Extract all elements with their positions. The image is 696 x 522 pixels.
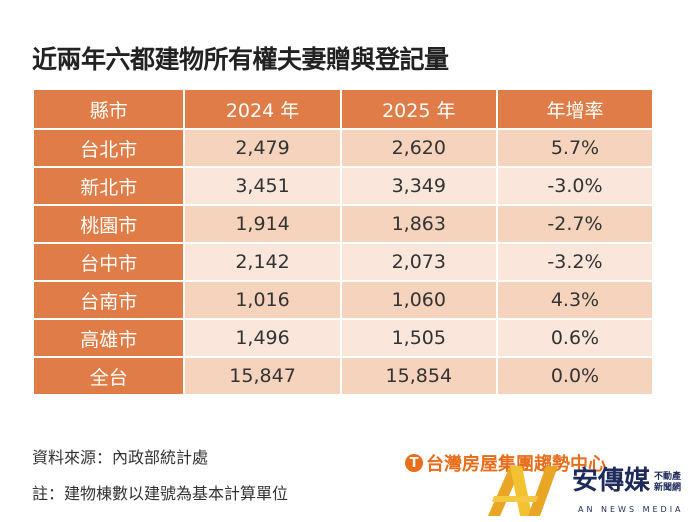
value-2025-cell: 1,505 — [339, 318, 498, 358]
city-cell: 台中市 — [31, 242, 186, 282]
city-cell: 台南市 — [31, 280, 186, 320]
taiwan-realty-logo: T 台灣房屋集團趨勢中心 — [405, 450, 606, 476]
table-row: 台北市 2,479 2,620 5.7% — [31, 128, 655, 168]
growth-cell: 5.7% — [495, 128, 655, 168]
value-2024-cell: 2,142 — [183, 242, 342, 282]
header-2024: 2024 年 — [183, 88, 342, 130]
value-2025-cell: 15,854 — [339, 356, 498, 396]
growth-cell: -3.2% — [495, 242, 655, 282]
value-2025-cell: 1,863 — [339, 204, 498, 244]
growth-cell: -3.0% — [495, 166, 655, 206]
city-cell: 新北市 — [31, 166, 186, 206]
t-logo-icon: T — [405, 454, 423, 472]
brand-sub1: 不動產 — [654, 472, 682, 482]
value-2025-cell: 2,620 — [339, 128, 498, 168]
growth-cell: 0.6% — [495, 318, 655, 358]
value-2024-cell: 1,914 — [183, 204, 342, 244]
table-row: 台中市 2,142 2,073 -3.2% — [31, 242, 655, 282]
value-2025-cell: 2,073 — [339, 242, 498, 282]
table-row: 台南市 1,016 1,060 4.3% — [31, 280, 655, 320]
brand-sub2: 新聞網 — [654, 483, 682, 493]
table-row: 高雄市 1,496 1,505 0.6% — [31, 318, 655, 358]
header-row: 縣市 2024 年 2025 年 年增率 — [31, 88, 655, 130]
table-row: 全台 15,847 15,854 0.0% — [31, 356, 655, 396]
brand-name: 安傳媒 — [572, 466, 651, 496]
value-2024-cell: 15,847 — [183, 356, 342, 396]
table-title: 近兩年六都建物所有權夫妻贈與登記量 — [32, 45, 449, 74]
table-row: 桃園市 1,914 1,863 -2.7% — [31, 204, 655, 244]
growth-cell: 0.0% — [495, 356, 655, 396]
logo-text: 台灣房屋集團趨勢中心 — [426, 454, 606, 475]
footnote: 註：建物棟數以建號為基本計算單位 — [32, 484, 289, 503]
value-2025-cell: 3,349 — [339, 166, 498, 206]
header-growth: 年增率 — [495, 88, 655, 130]
source-note: 資料來源：內政部統計處 — [32, 448, 209, 467]
city-cell: 桃園市 — [31, 204, 186, 244]
value-2024-cell: 1,016 — [183, 280, 342, 320]
city-cell: 全台 — [31, 356, 186, 396]
value-2024-cell: 1,496 — [183, 318, 342, 358]
header-city: 縣市 — [31, 88, 186, 130]
value-2024-cell: 2,479 — [183, 128, 342, 168]
growth-cell: -2.7% — [495, 204, 655, 244]
city-cell: 高雄市 — [31, 318, 186, 358]
data-table: 縣市 2024 年 2025 年 年增率 台北市 2,479 2,620 5.7% 新北… — [31, 88, 655, 396]
value-2024-cell: 3,451 — [183, 166, 342, 206]
value-2025-cell: 1,060 — [339, 280, 498, 320]
header-2025: 2025 年 — [339, 88, 498, 130]
an-news-logo: 安傳媒 不動產 新聞網 — [488, 466, 681, 516]
brand-sub: 不動產 新聞網 — [654, 472, 681, 494]
growth-cell: 4.3% — [495, 280, 655, 320]
city-cell: 台北市 — [31, 128, 186, 168]
brand-english: AN NEWS MEDIA — [578, 505, 684, 514]
an-logo-icon — [488, 466, 558, 516]
table-row: 新北市 3,451 3,349 -3.0% — [31, 166, 655, 206]
